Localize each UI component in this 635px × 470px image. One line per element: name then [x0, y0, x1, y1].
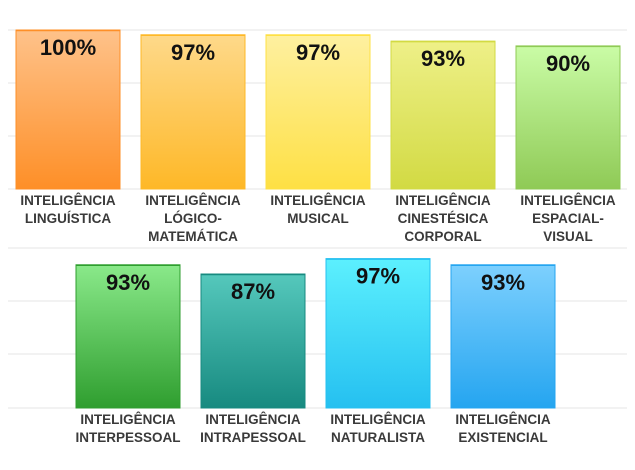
data-label: 87% [231, 279, 275, 304]
category-label-line: ESPACIAL- [532, 211, 604, 226]
data-label: 93% [421, 46, 465, 71]
category-label-line: INTELIGÊNCIA [330, 412, 426, 427]
category-label-line: EXISTENCIAL [458, 430, 547, 445]
bar [140, 34, 246, 190]
data-label: 97% [296, 40, 340, 65]
category-label-line: INTERPESSOAL [75, 430, 180, 445]
category-label: INTELIGÊNCIA INTERPESSOAL [75, 412, 180, 445]
category-label: INTELIGÊNCIA MUSICAL [270, 193, 366, 226]
category-label: INTELIGÊNCIA EXISTENCIAL [455, 412, 551, 445]
category-label-line: LÓGICO- [164, 211, 222, 226]
category-label: INTELIGÊNCIA CINESTÉSICA CORPORAL [395, 193, 491, 244]
category-label-line: INTELIGÊNCIA [270, 193, 366, 208]
bar [515, 45, 621, 190]
category-label-line: INTRAPESSOAL [200, 430, 306, 445]
category-label-line: CORPORAL [404, 229, 481, 244]
category-label-line: INTELIGÊNCIA [520, 193, 616, 208]
category-label-line: MUSICAL [287, 211, 349, 226]
bar [15, 29, 121, 190]
bars [15, 29, 621, 409]
data-label: 97% [171, 40, 215, 65]
category-label-line: VISUAL [543, 229, 593, 244]
category-label-line: MATEMÁTICA [148, 229, 238, 244]
bar [200, 273, 306, 409]
data-label: 93% [481, 270, 525, 295]
data-label: 93% [106, 270, 150, 295]
labels: 100% INTELIGÊNCIA LINGUÍSTICA 97% INTELIGÊNC… [20, 35, 616, 445]
bar [450, 264, 556, 409]
category-label-line: INTELIGÊNCIA [20, 193, 116, 208]
category-label: INTELIGÊNCIA LINGUÍSTICA [20, 193, 116, 226]
category-label-line: NATURALISTA [331, 430, 425, 445]
category-label: INTELIGÊNCIA INTRAPESSOAL [200, 412, 306, 445]
category-label: INTELIGÊNCIA NATURALISTA [330, 412, 426, 445]
bar [325, 258, 431, 409]
category-label-line: INTELIGÊNCIA [80, 412, 176, 427]
data-label: 100% [40, 35, 96, 60]
category-label-line: INTELIGÊNCIA [145, 193, 241, 208]
bar [75, 264, 181, 409]
data-label: 97% [356, 264, 400, 289]
category-label: INTELIGÊNCIA ESPACIAL- VISUAL [520, 193, 616, 244]
data-label: 90% [546, 51, 590, 76]
bar [265, 34, 371, 190]
category-label-line: INTELIGÊNCIA [395, 193, 491, 208]
category-label: INTELIGÊNCIA LÓGICO- MATEMÁTICA [145, 193, 241, 244]
category-label-line: LINGUÍSTICA [25, 211, 111, 226]
category-label-line: INTELIGÊNCIA [205, 412, 301, 427]
category-label-line: CINESTÉSICA [398, 211, 489, 226]
bar [390, 40, 496, 190]
category-label-line: INTELIGÊNCIA [455, 412, 551, 427]
